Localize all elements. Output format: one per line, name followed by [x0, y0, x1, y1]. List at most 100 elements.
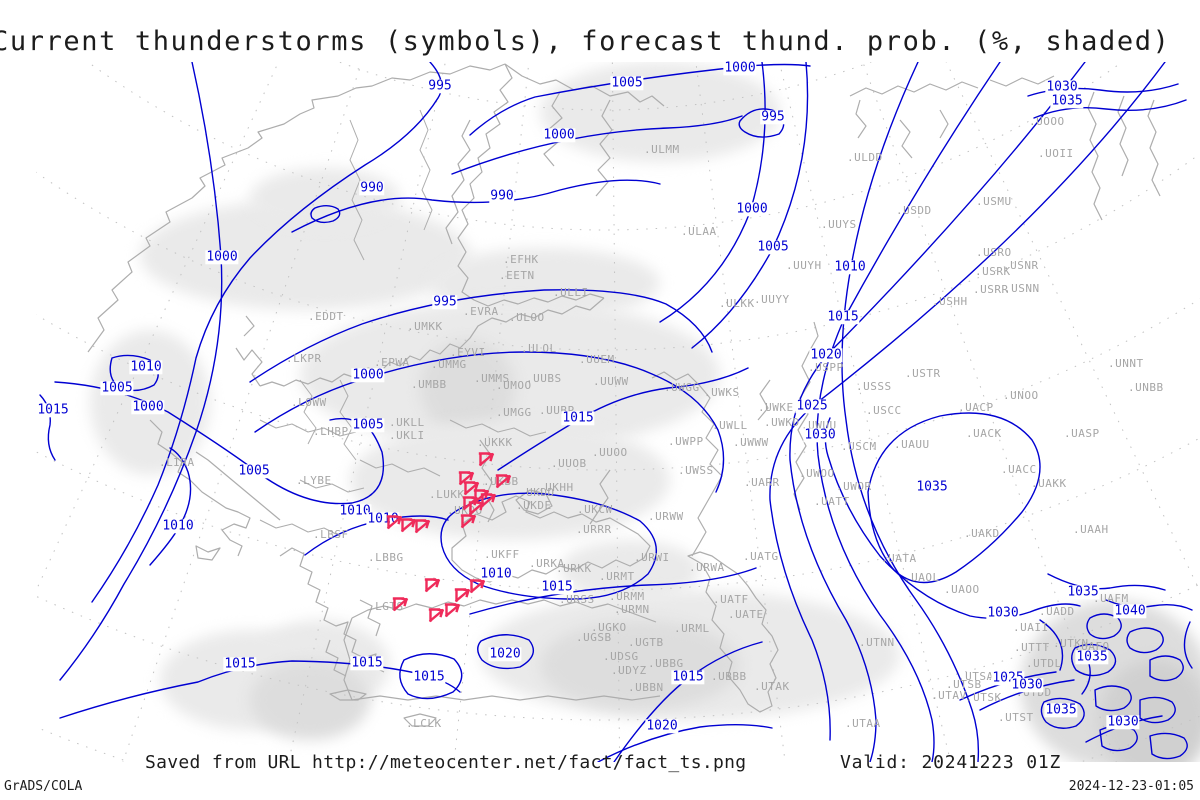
thunderstorm-symbol-icon: [467, 499, 486, 522]
isobar-label-1000: 1000: [351, 367, 385, 383]
station-label-uata: .UATA: [881, 552, 917, 565]
station-label-lybe: .LYBE: [296, 474, 332, 487]
station-label-uakk: .UAKK: [1031, 477, 1067, 490]
isobar-label-1010: 1010: [161, 518, 195, 534]
station-label-utnn: .UTNN: [859, 636, 895, 649]
isobar-path-990: [291, 179, 661, 233]
station-label-ubbg: .UBBG: [648, 657, 684, 670]
station-label-uaah: .UAAH: [1073, 523, 1109, 536]
station-label-usmu: .USMU: [976, 195, 1012, 208]
station-label-ulol: .ULOL: [521, 342, 557, 355]
station-label-uack: .UACK: [966, 427, 1002, 440]
station-label-uwoo: .UWOO: [799, 467, 835, 480]
coastline-ob-gulf: [1087, 91, 1161, 221]
station-label-eyvi: .EYVI: [450, 346, 486, 359]
isobar-label-1000: 1000: [735, 201, 769, 217]
station-label-ustr: .USTR: [905, 367, 941, 380]
isobar-label-1030: 1030: [1010, 677, 1044, 693]
station-label-uwor: .UWOR: [836, 480, 872, 493]
station-label-uarr: .UARR: [744, 476, 780, 489]
station-label-uwgg: .UWGG: [664, 381, 700, 394]
coastline: [259, 297, 605, 387]
isobar-label-995: 995: [427, 78, 453, 94]
isobar-label-1035: 1035: [1075, 649, 1109, 665]
station-label-umoo: .UMOO: [496, 379, 532, 392]
isobar-label-1030: 1030: [1106, 714, 1140, 730]
isobar-path-1000: [254, 351, 725, 493]
station-label-epwa: .EPWA: [374, 356, 410, 369]
station-label-uuoo: .UUOO: [592, 446, 628, 459]
isobar-label-1015: 1015: [826, 309, 860, 325]
station-label-ukkk: .UKKK: [477, 436, 513, 449]
isobar-path-1010: [149, 447, 192, 566]
station-label-uspp: .USPP: [808, 361, 844, 374]
station-label-usro: .USRO: [976, 246, 1012, 259]
station-label-utak: .UTAK: [754, 680, 790, 693]
isobar-label-1010: 1010: [129, 359, 163, 375]
station-label-uuyh: .UUYH: [786, 259, 822, 272]
station-label-uatg: .UATG: [743, 550, 779, 563]
station-label-uatf: .UATF: [713, 593, 749, 606]
grads-cola-credit: GrADS/COLA: [4, 779, 83, 794]
station-label-uwks: .UWKS: [704, 386, 740, 399]
isobar-path-1000: [59, 62, 223, 681]
station-label-ubbn: .UBBN: [628, 681, 664, 694]
station-label-lbsf: .LBSF: [313, 528, 349, 541]
river-ural: [793, 321, 819, 511]
station-label-lclk: .LCLK: [406, 717, 442, 730]
border-lines: [259, 109, 547, 537]
station-label-uuyy: .UUYY: [754, 293, 790, 306]
station-label-lkpr: .LKPR: [286, 352, 322, 365]
station-label-uauu: .UAUU: [894, 438, 930, 451]
thunderstorm-symbol-icon: [413, 517, 432, 540]
station-label-urmm: .URMM: [609, 590, 645, 603]
station-label-uuob: .UUOB: [551, 457, 587, 470]
station-label-uwkd: .UWKD: [764, 416, 800, 429]
isobar-label-1000: 1000: [131, 399, 165, 415]
station-label-uooo: .UOOO: [1029, 115, 1065, 128]
coastline-azov: [515, 489, 553, 515]
page-title: Current thunderstorms (symbols), forecas…: [0, 26, 1171, 57]
station-label-utsk: .UTSK: [966, 691, 1002, 704]
coastline-adriatic: [195, 451, 281, 521]
station-label-ugsb: .UGSB: [576, 631, 612, 644]
thunderstorm-symbol-icon: [462, 479, 481, 502]
station-label-umms: .UMMS: [474, 372, 510, 385]
station-label-efhk: .EFHK: [503, 253, 539, 266]
station-label-eddt: .EDDT: [308, 310, 344, 323]
station-label-uwss: .UWSS: [678, 464, 714, 477]
isobar-layer: [39, 62, 1193, 762]
station-label-ukcw: .UKCW: [577, 503, 613, 516]
station-label-uwww: .UWWW: [733, 436, 769, 449]
parallel-gridline: [36, 436, 1200, 591]
coastline-italy: [149, 419, 251, 561]
station-label-uuys: .UUYS: [821, 218, 857, 231]
thunderstorm-symbol-icon: [423, 576, 442, 599]
isobar-label-1020: 1020: [488, 646, 522, 662]
station-label-uuem: .UUEM: [579, 353, 615, 366]
station-label-uafo: .UAFO: [1074, 640, 1110, 653]
isobar-label-990: 990: [359, 180, 385, 196]
isobar-label-1000: 1000: [723, 60, 757, 76]
station-label-uaoo: .UAOO: [944, 583, 980, 596]
isobar-label-1035: 1035: [1044, 702, 1078, 718]
isobar-path-1015: [469, 567, 757, 615]
station-label-uacp: .UACP: [958, 401, 994, 414]
thunderstorm-symbol-icon: [494, 472, 513, 495]
station-label-uldd: .ULDD: [847, 151, 883, 164]
thunderstorm-symbol-icon: [477, 450, 496, 473]
isobar-path-995-cell: [738, 108, 785, 138]
isobar-path-1030: [824, 417, 1081, 619]
isobar-path-1020: [789, 62, 1086, 762]
isobar-label-1015: 1015: [412, 669, 446, 685]
thunderstorm-probability-shade: [1100, 660, 1200, 762]
isobar-label-1030: 1030: [1045, 79, 1079, 95]
isobar-label-1005: 1005: [351, 417, 385, 433]
station-label-uatt: .UATT: [814, 495, 850, 508]
coastline-black-sea: [451, 495, 651, 583]
station-label-uadd: .UADD: [1039, 605, 1075, 618]
thunderstorm-symbol-icon: [459, 512, 478, 535]
station-label-uaol: .UAOL: [904, 571, 940, 584]
coastline-layer: [87, 63, 1161, 727]
